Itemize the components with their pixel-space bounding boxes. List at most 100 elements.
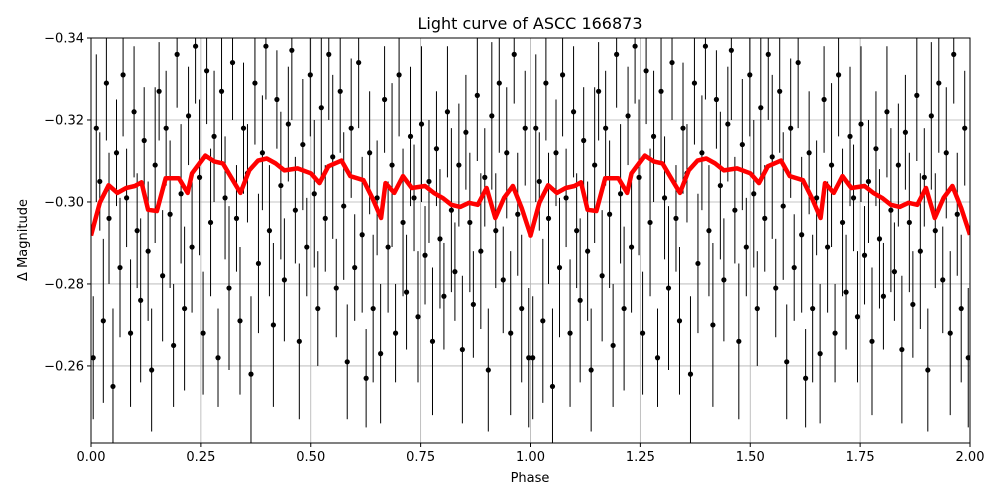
- data-point: [134, 228, 140, 234]
- data-point: [160, 273, 166, 279]
- data-point: [211, 133, 217, 139]
- data-point: [839, 219, 846, 226]
- data-point: [218, 88, 225, 94]
- data-point: [407, 133, 414, 139]
- data-point: [123, 195, 130, 201]
- data-point: [131, 109, 137, 115]
- data-point: [392, 330, 399, 336]
- data-point: [141, 137, 147, 144]
- y-tick-label: −0.32: [44, 113, 84, 128]
- data-point: [858, 121, 864, 127]
- data-point: [861, 252, 868, 258]
- data-point: [921, 174, 927, 180]
- data-point: [315, 305, 321, 312]
- data-point: [326, 51, 332, 57]
- data-point: [958, 305, 964, 312]
- data-point: [378, 351, 384, 357]
- data-point: [736, 338, 742, 344]
- data-point: [259, 150, 266, 156]
- data-point: [691, 80, 698, 86]
- data-point: [784, 359, 790, 365]
- data-point: [710, 322, 716, 328]
- y-tick-label: −0.26: [44, 359, 84, 374]
- data-point: [747, 72, 753, 78]
- data-point: [951, 51, 957, 57]
- data-point: [676, 318, 683, 324]
- data-point: [962, 125, 968, 131]
- data-point: [113, 150, 120, 156]
- data-point: [570, 109, 577, 115]
- data-point: [515, 211, 521, 217]
- data-point: [381, 96, 388, 103]
- data-point: [596, 88, 602, 94]
- data-point: [120, 72, 126, 78]
- data-point: [330, 154, 336, 160]
- data-point: [226, 285, 232, 291]
- data-point: [732, 207, 738, 213]
- data-point: [356, 59, 362, 66]
- data-point: [869, 338, 875, 344]
- data-point: [891, 269, 898, 275]
- data-point: [285, 121, 291, 127]
- data-point: [777, 88, 783, 94]
- data-point: [508, 330, 514, 336]
- data-point: [803, 375, 809, 381]
- data-point: [932, 228, 938, 234]
- data-point: [403, 289, 410, 295]
- x-tick-label: 0.25: [186, 450, 215, 465]
- data-point: [396, 72, 402, 78]
- data-point: [654, 355, 661, 361]
- data-point: [673, 215, 679, 221]
- data-point: [482, 174, 488, 180]
- data-point: [389, 162, 395, 168]
- data-point: [743, 244, 749, 250]
- y-tick-label: −0.34: [44, 32, 84, 47]
- data-point: [174, 51, 180, 57]
- data-point: [106, 215, 112, 221]
- data-point: [385, 244, 391, 250]
- data-point: [702, 43, 709, 49]
- data-point: [899, 346, 905, 353]
- data-point: [478, 248, 484, 254]
- x-tick-label: 0.75: [406, 450, 435, 465]
- data-point: [607, 211, 613, 217]
- data-point: [828, 162, 835, 168]
- data-point: [687, 371, 694, 377]
- data-point: [496, 80, 502, 86]
- data-point: [725, 121, 731, 127]
- data-point: [695, 260, 701, 267]
- data-point: [522, 125, 528, 131]
- data-point: [367, 150, 373, 156]
- y-axis-label: Δ Magnitude: [16, 199, 31, 281]
- data-point: [344, 359, 350, 365]
- data-point: [422, 252, 428, 258]
- data-point: [585, 248, 591, 254]
- binned-curve: [91, 153, 970, 238]
- data-point: [947, 330, 953, 336]
- binned-curve-line: [91, 153, 970, 238]
- data-point: [780, 203, 786, 209]
- x-tick-label: 1.75: [846, 450, 875, 465]
- data-point: [292, 207, 298, 213]
- data-point: [799, 232, 805, 238]
- x-tick-label: 0.50: [296, 450, 325, 465]
- data-point: [370, 305, 376, 312]
- data-point: [182, 305, 188, 312]
- data-point: [433, 146, 440, 152]
- data-point: [943, 150, 949, 156]
- data-point: [97, 178, 103, 185]
- data-point: [526, 355, 532, 361]
- data-point: [341, 203, 347, 209]
- data-point: [965, 355, 970, 361]
- data-point: [669, 59, 675, 66]
- data-point: [854, 314, 861, 320]
- data-point: [152, 162, 158, 168]
- data-point: [621, 305, 627, 312]
- data-point: [400, 219, 406, 226]
- data-point: [237, 318, 243, 324]
- data-point: [337, 88, 343, 94]
- data-point: [289, 47, 295, 53]
- data-point: [665, 285, 672, 291]
- data-point: [504, 150, 510, 156]
